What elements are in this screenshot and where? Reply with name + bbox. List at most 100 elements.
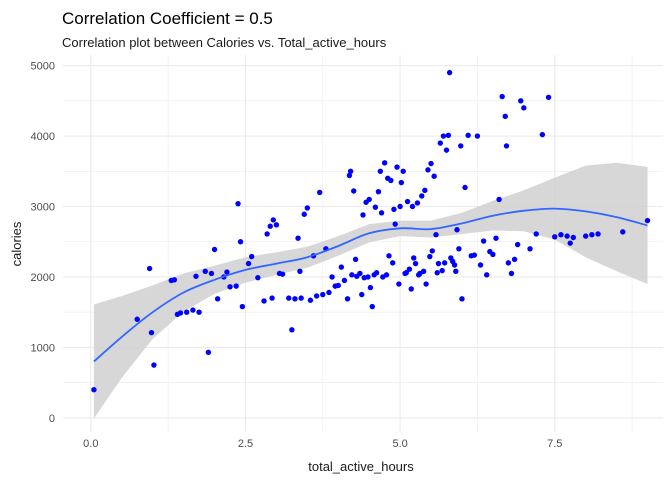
x-axis-title: total_active_hours [308,459,414,474]
data-point [239,303,246,310]
data-point [620,229,626,235]
data-point [558,231,564,238]
data-point [474,133,481,139]
data-point [458,143,464,149]
data-point [396,281,402,287]
data-point [477,262,484,268]
data-point [490,251,496,258]
data-point [214,296,221,302]
data-point [484,272,490,278]
data-point [357,270,363,277]
data-point [428,160,434,167]
data-point [389,260,396,266]
data-point [408,286,414,292]
data-point [552,234,558,240]
data-point [267,223,273,229]
data-point [446,69,453,76]
data-point [388,177,394,184]
data-point [196,309,202,315]
data-point [205,349,212,356]
data-point [349,272,355,278]
data-point [435,260,442,267]
data-point [245,260,252,267]
data-point [480,238,487,244]
data-point [190,307,196,313]
data-point [451,262,458,268]
data-point [375,189,382,195]
data-point [427,253,433,260]
data-point [264,231,270,237]
data-point [511,256,518,263]
data-point [202,268,208,275]
data-points [91,69,651,393]
y-tick-label: 1000 [31,342,55,354]
data-point [177,310,184,316]
data-point [279,271,286,277]
data-point [307,297,314,303]
data-point [365,274,371,280]
data-point [422,187,428,193]
data-point [148,329,155,336]
data-point [352,256,359,263]
data-point [406,266,413,272]
smooth-line-group [93,207,648,363]
data-point [419,193,425,199]
data-point [335,282,341,289]
data-point [439,267,445,274]
confidence-ribbon [93,162,648,419]
data-point [233,283,239,289]
data-point [208,270,215,277]
data-point [441,260,448,266]
data-point [346,172,353,179]
data-point [344,296,351,302]
data-point [404,198,411,205]
data-point [434,270,440,276]
data-point [462,184,468,191]
data-point [459,296,465,302]
x-tick-label: 5.0 [392,438,407,450]
y-tick-label: 3000 [31,202,55,214]
data-point [518,98,524,104]
data-point [527,246,533,252]
data-point [383,272,390,278]
data-point [514,241,521,248]
data-point [400,168,406,174]
data-point [397,203,403,210]
data-point [317,189,323,196]
data-point [471,252,478,258]
data-point [409,203,416,210]
data-point [237,239,244,245]
data-point [320,291,326,298]
data-point [431,173,437,179]
data-point [433,231,439,238]
data-point [502,113,508,120]
data-point [373,270,380,276]
x-tick-label: 0.0 [83,438,98,450]
data-point [403,270,409,276]
data-point [304,205,311,211]
data-point [394,164,400,170]
data-point [456,246,462,252]
data-point [360,212,366,218]
x-tick-label: 2.5 [238,438,253,450]
data-point [589,231,595,238]
data-point [453,268,459,275]
confidence-ribbon-group [93,162,648,419]
data-point [301,211,307,217]
data-point [292,296,298,302]
data-point [273,222,280,228]
data-point [391,206,397,213]
data-point [392,221,398,227]
y-axis-ticks: 0 1000 2000 3000 4000 5000 [31,61,55,425]
data-point [295,235,301,241]
data-point [372,204,379,210]
data-point [261,298,267,304]
data-point [412,260,419,267]
data-point [508,270,515,277]
data-point [437,140,444,146]
y-tick-label: 2000 [31,272,55,284]
data-point [151,362,157,368]
data-point [134,316,140,322]
data-point [329,274,335,280]
